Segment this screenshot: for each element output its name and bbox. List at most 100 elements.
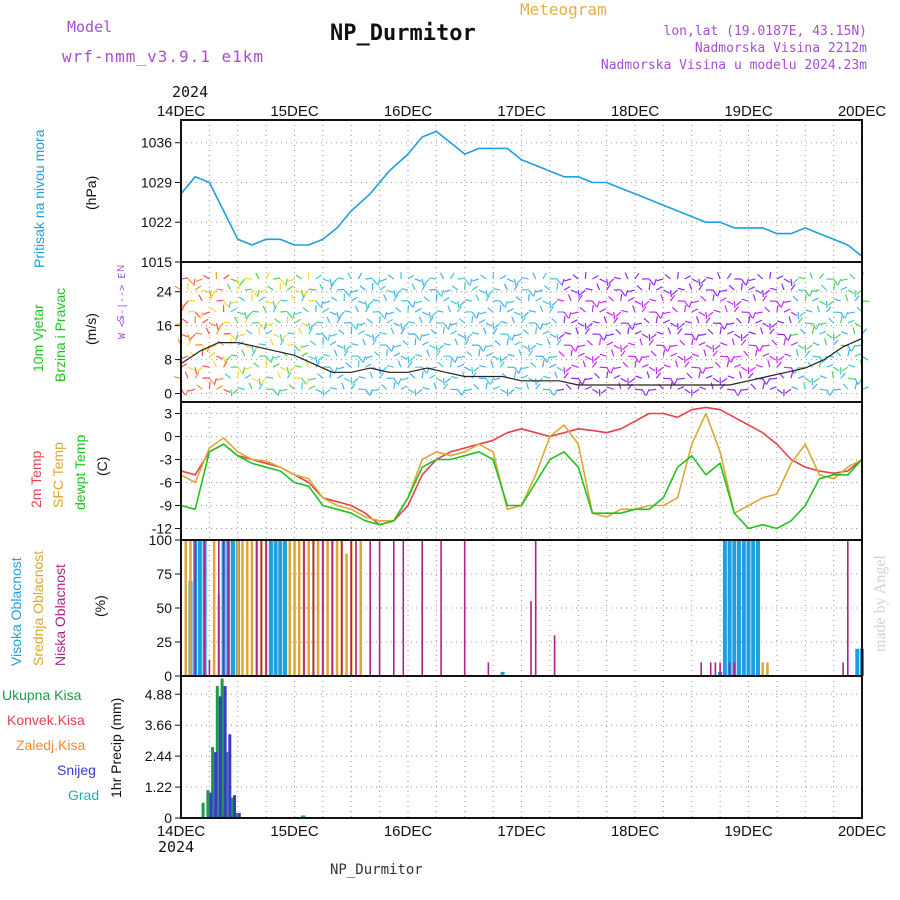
wind-speed-line [180, 337, 863, 386]
wind-barb [286, 367, 290, 375]
wind-barb [301, 352, 308, 357]
wind-barb [499, 356, 502, 364]
wind-barb [414, 338, 417, 346]
wind-barb [365, 333, 373, 338]
wind-barb [504, 300, 508, 308]
wind-barb [848, 364, 856, 368]
wind-barb [649, 298, 657, 302]
wind-barb [244, 277, 253, 280]
wind-barb [267, 285, 274, 291]
wind-barb [381, 384, 388, 390]
wind-barb [788, 316, 792, 324]
wind-barb [741, 388, 749, 391]
wind-barb [201, 318, 209, 324]
wind-barb [323, 300, 331, 304]
wind-barb [439, 272, 445, 280]
wind-barb [741, 366, 748, 372]
wind-barb [818, 272, 825, 280]
cloud-bar-0 [746, 540, 751, 676]
wind-barb [426, 349, 430, 357]
wind-barb [663, 311, 671, 315]
wind-barb [338, 329, 345, 335]
wind-barb [359, 285, 366, 291]
wind-barb [183, 300, 189, 307]
wind-barb [762, 377, 767, 385]
wind-barb [194, 311, 201, 318]
wind-barb [365, 363, 372, 368]
wind-barb [549, 388, 555, 396]
precip-bar-0 [220, 678, 224, 818]
wind-barb [301, 289, 304, 297]
wind-barb [215, 322, 219, 331]
wind-barb [591, 305, 594, 313]
cloud-bar-2 [260, 540, 263, 676]
wind-barb [329, 311, 337, 316]
wind-barb [450, 375, 458, 379]
wind-barb [650, 333, 657, 340]
wind-barb [535, 342, 543, 346]
ytick-label-pressure: 1036 [141, 135, 172, 151]
wind-barb [457, 300, 460, 309]
wind-barb [811, 327, 815, 335]
wind-barb [402, 340, 409, 346]
wind-barb [592, 388, 599, 394]
wind-barb [516, 278, 522, 285]
wind-barb [539, 305, 544, 313]
wind-barb [628, 289, 636, 293]
precip-legend-freezing: Zaledj.Kisa [16, 737, 86, 753]
wind-barb [345, 362, 352, 368]
wind-barb [511, 333, 515, 341]
wind-barb [365, 355, 373, 359]
wind-barb [827, 300, 835, 306]
ytick-label-precip: 2.44 [145, 748, 172, 764]
precip-bar-0 [234, 812, 238, 818]
wind-barb [727, 322, 735, 326]
wind-barb [272, 305, 278, 313]
wind-barb [727, 388, 735, 391]
wind-barb [700, 295, 707, 302]
wind-barb [232, 388, 239, 395]
wind-barb [464, 366, 472, 372]
wind-barb [411, 283, 416, 291]
wind-barb [300, 382, 303, 390]
wind-barb [579, 307, 586, 313]
wind-barb [322, 307, 330, 313]
wind-barb [688, 300, 693, 308]
wind-barb [287, 278, 295, 283]
wind-barb [202, 365, 210, 368]
wind-barb [277, 371, 281, 379]
ytick-label-pressure: 1029 [141, 174, 172, 190]
wind-barb [811, 322, 817, 330]
wind-barb [372, 388, 380, 392]
wind-barb [829, 388, 835, 396]
wind-barb [279, 334, 283, 342]
wind-barb [561, 278, 565, 286]
wind-barb [371, 334, 375, 342]
wind-barb [443, 296, 450, 302]
wind-barb [347, 272, 352, 280]
wind-barb [657, 366, 664, 372]
wind-barb [783, 366, 791, 369]
ytick-label-temperature: -3 [160, 452, 173, 468]
wind-barb [720, 342, 728, 346]
wind-barb [854, 295, 860, 302]
wind-barb [812, 289, 820, 292]
wind-barb [395, 307, 402, 313]
wind-barb [819, 322, 827, 325]
wind-barb [615, 311, 622, 318]
wind-barb [748, 286, 755, 291]
wind-barb [542, 272, 547, 280]
wind-barb [379, 278, 387, 282]
wind-barb [521, 316, 526, 324]
wind-barb [840, 278, 848, 281]
wind-barb [479, 311, 487, 315]
wind-barb [755, 364, 763, 368]
ytick-label-wind: 0 [164, 386, 172, 402]
wind-barb [636, 284, 643, 291]
wind-barb [685, 355, 693, 361]
wind-barb [563, 367, 566, 375]
cloud-bar-2 [700, 662, 702, 676]
wind-barb [303, 289, 310, 296]
wind-barb [226, 283, 232, 291]
wind-barb [783, 338, 786, 346]
